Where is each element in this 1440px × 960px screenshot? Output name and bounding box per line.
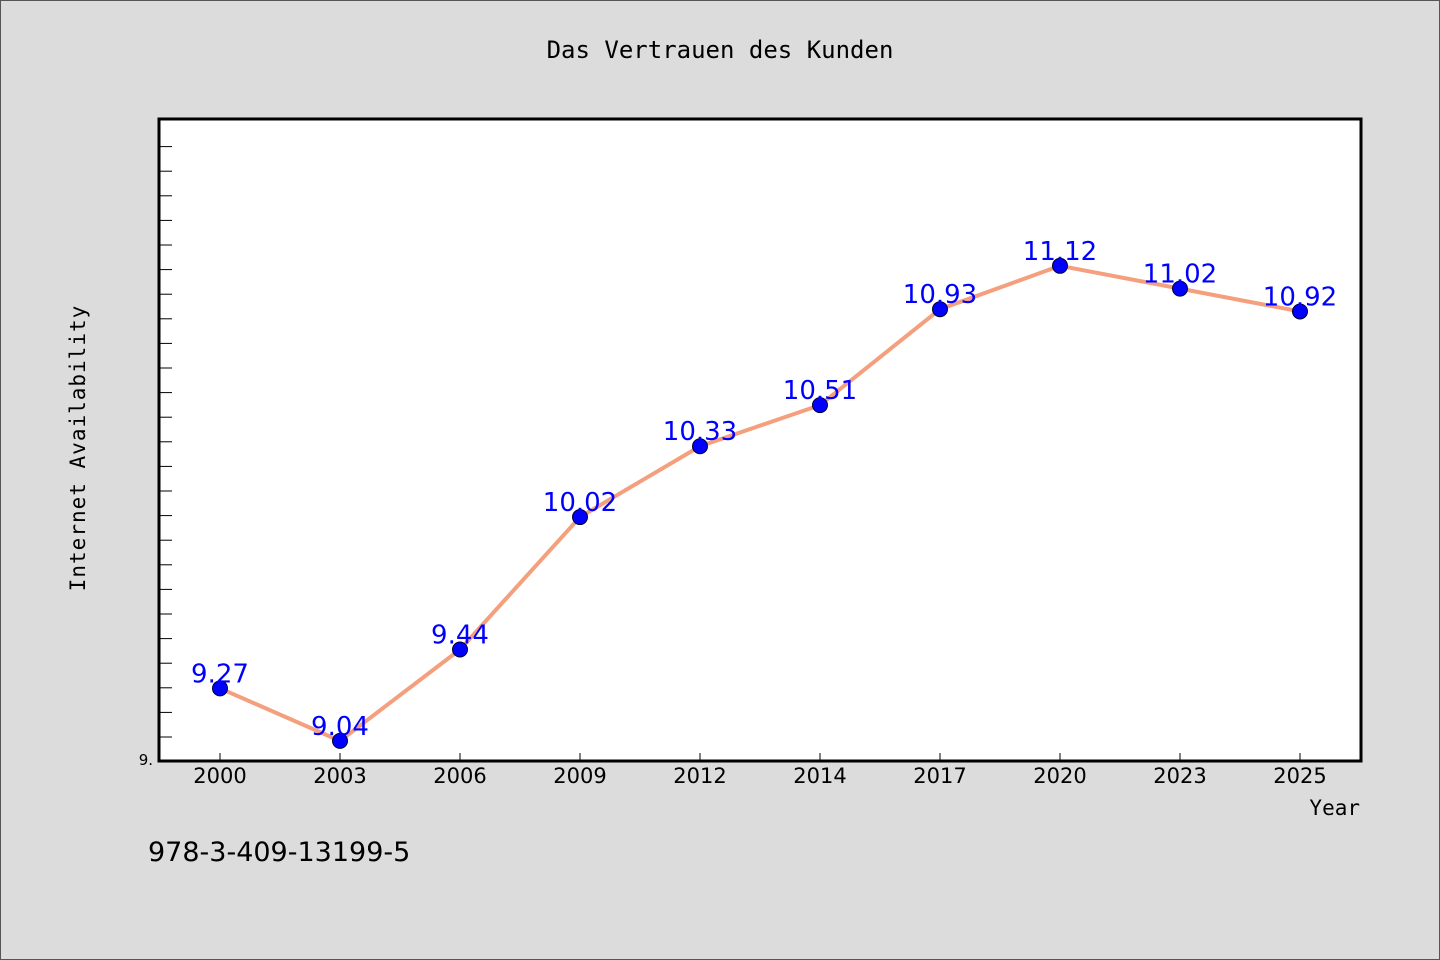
data-point: [812, 397, 828, 414]
data-label: 9.04: [311, 712, 369, 742]
x-tick-label: 2006: [433, 764, 486, 788]
data-label: 10.93: [903, 280, 977, 310]
data-label: 9.44: [431, 621, 489, 651]
x-tick-label: 2000: [193, 764, 246, 788]
x-tick-label: 2020: [1033, 764, 1086, 788]
x-tick-label: 2025: [1273, 764, 1326, 788]
data-point: [452, 641, 468, 658]
data-point: [572, 509, 588, 526]
x-tick-label: 2017: [913, 764, 966, 788]
plot-area: [157, 117, 1363, 763]
y-tick-label: 9.: [139, 751, 153, 769]
data-point: [932, 301, 948, 318]
data-label: 10.92: [1263, 282, 1337, 312]
series-line: [219, 263, 1301, 743]
x-tick-label: 2012: [673, 764, 726, 788]
data-point: [332, 732, 348, 749]
data-point: [212, 680, 228, 697]
data-label: 10.51: [783, 376, 857, 406]
data-label: 11.02: [1143, 260, 1217, 290]
data-point: [692, 438, 708, 455]
x-tick-label: 2014: [793, 764, 846, 788]
data-point: [1292, 303, 1308, 320]
data-label: 11.12: [1023, 237, 1097, 267]
data-label: 9.27: [191, 659, 249, 689]
data-label: 10.02: [543, 488, 617, 518]
x-tick-label: 2023: [1153, 764, 1206, 788]
isbn-text: 978-3-409-13199-5: [148, 837, 411, 868]
x-tick-label: 2009: [553, 764, 606, 788]
data-label: 10.33: [663, 417, 737, 447]
data-point: [1172, 280, 1188, 297]
x-tick-label: 2003: [313, 764, 366, 788]
chart-title: Das Vertrauen des Kunden: [546, 36, 894, 64]
data-point: [1052, 257, 1068, 274]
x-axis-label: Year: [1309, 796, 1360, 820]
